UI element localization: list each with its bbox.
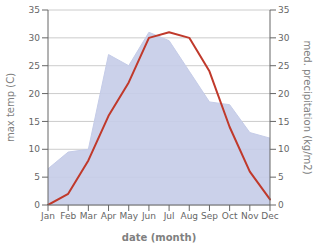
svg-text:Oct: Oct <box>222 211 238 221</box>
svg-text:Apr: Apr <box>101 211 117 221</box>
svg-text:10: 10 <box>278 144 290 154</box>
svg-text:Feb: Feb <box>60 211 76 221</box>
svg-text:25: 25 <box>278 61 289 71</box>
svg-text:max temp (C): max temp (C) <box>8 73 16 142</box>
svg-text:25: 25 <box>29 61 40 71</box>
svg-text:Nov: Nov <box>241 211 259 221</box>
svg-text:Dec: Dec <box>261 211 278 221</box>
svg-text:35: 35 <box>278 5 289 15</box>
svg-text:date (month): date (month) <box>122 232 196 243</box>
svg-text:5: 5 <box>34 172 40 182</box>
svg-text:Jul: Jul <box>163 211 175 221</box>
svg-text:20: 20 <box>29 89 41 99</box>
svg-text:May: May <box>119 211 138 221</box>
svg-text:Jun: Jun <box>141 211 156 221</box>
svg-text:5: 5 <box>278 172 284 182</box>
svg-text:med. precipitation (kg/m2): med. precipitation (kg/m2) <box>302 40 310 174</box>
svg-text:35: 35 <box>29 5 40 15</box>
svg-text:0: 0 <box>34 200 40 210</box>
svg-text:Mar: Mar <box>80 211 97 221</box>
svg-text:20: 20 <box>278 89 290 99</box>
svg-text:30: 30 <box>29 33 41 43</box>
svg-text:15: 15 <box>278 117 289 127</box>
svg-text:0: 0 <box>278 200 284 210</box>
svg-text:15: 15 <box>29 117 40 127</box>
svg-text:Sep: Sep <box>201 211 218 221</box>
svg-text:10: 10 <box>29 144 41 154</box>
svg-text:30: 30 <box>278 33 290 43</box>
svg-text:Jan: Jan <box>40 211 55 221</box>
svg-text:Aug: Aug <box>180 211 198 221</box>
